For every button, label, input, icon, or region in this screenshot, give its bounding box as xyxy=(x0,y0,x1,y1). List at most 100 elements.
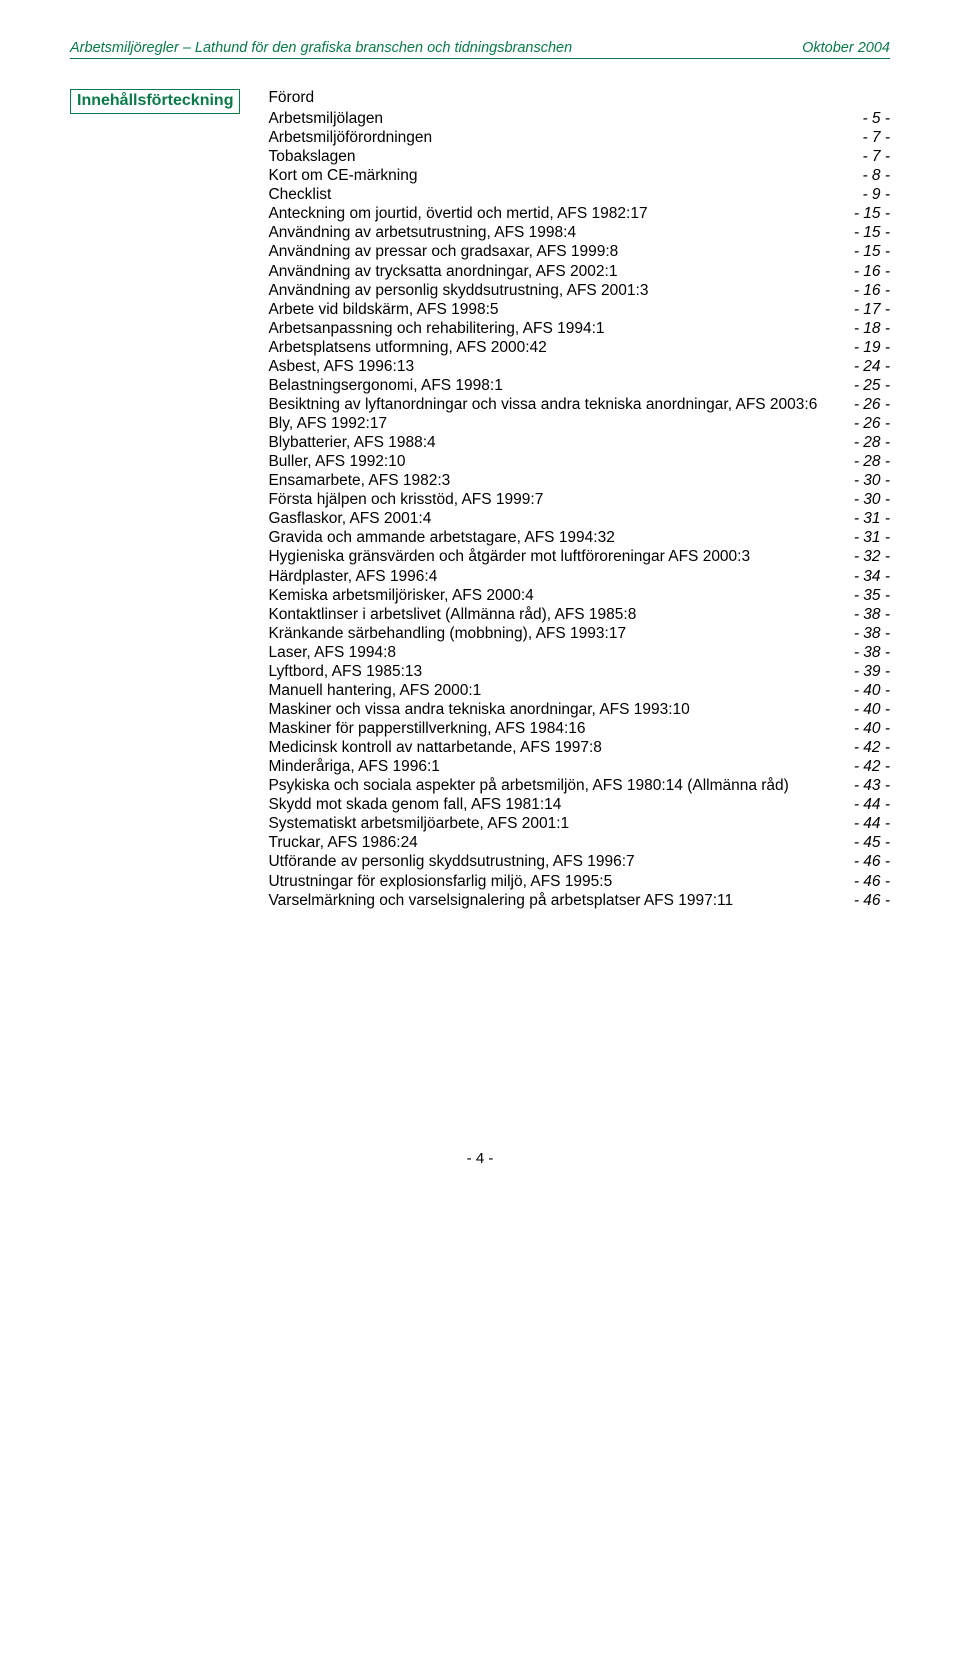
toc-entry-page: - 46 - xyxy=(854,872,890,891)
page: Arbetsmiljöregler – Lathund för den graf… xyxy=(0,0,960,1207)
table-of-contents: Förord Arbetsmiljölagen- 5 -Arbetsmiljöf… xyxy=(268,89,890,910)
toc-title: Förord xyxy=(268,89,890,107)
toc-entry-page: - 8 - xyxy=(862,166,890,185)
toc-entry-label: Truckar, AFS 1986:24 xyxy=(268,833,853,852)
toc-row: Minderåriga, AFS 1996:1- 42 - xyxy=(268,757,890,776)
toc-row: Kränkande särbehandling (mobbning), AFS … xyxy=(268,624,890,643)
toc-entry-label: Psykiska och sociala aspekter på arbetsm… xyxy=(268,776,853,795)
toc-entry-page: - 19 - xyxy=(854,338,890,357)
toc-entry-label: Laser, AFS 1994:8 xyxy=(268,643,853,662)
toc-entry-label: Maskiner för papperstillverkning, AFS 19… xyxy=(268,719,853,738)
toc-entry-label: Användning av pressar och gradsaxar, AFS… xyxy=(268,242,853,261)
toc-entry-label: Arbetsmiljölagen xyxy=(268,109,862,128)
toc-entry-page: - 40 - xyxy=(854,719,890,738)
toc-entry-label: Första hjälpen och krisstöd, AFS 1999:7 xyxy=(268,490,853,509)
toc-entry-page: - 35 - xyxy=(854,586,890,605)
toc-row: Användning av pressar och gradsaxar, AFS… xyxy=(268,242,890,261)
toc-entry-label: Härdplaster, AFS 1996:4 xyxy=(268,567,853,586)
toc-entry-page: - 44 - xyxy=(854,814,890,833)
running-header: Arbetsmiljöregler – Lathund för den graf… xyxy=(70,40,890,59)
toc-row: Kontaktlinser i arbetslivet (Allmänna rå… xyxy=(268,605,890,624)
toc-entry-page: - 40 - xyxy=(854,700,890,719)
toc-entry-label: Bly, AFS 1992:17 xyxy=(268,414,853,433)
toc-row: Arbetsplatsens utformning, AFS 2000:42- … xyxy=(268,338,890,357)
toc-entry-page: - 34 - xyxy=(854,567,890,586)
toc-entry-page: - 24 - xyxy=(854,357,890,376)
toc-entry-label: Användning av arbetsutrustning, AFS 1998… xyxy=(268,223,853,242)
toc-entry-label: Hygieniska gränsvärden och åtgärder mot … xyxy=(268,547,853,566)
toc-row: Kemiska arbetsmiljörisker, AFS 2000:4- 3… xyxy=(268,586,890,605)
toc-entry-label: Maskiner och vissa andra tekniska anordn… xyxy=(268,700,853,719)
toc-entry-label: Arbetsmiljöförordningen xyxy=(268,128,862,147)
toc-row: Arbete vid bildskärm, AFS 1998:5- 17 - xyxy=(268,300,890,319)
toc-entry-page: - 31 - xyxy=(854,509,890,528)
toc-entry-page: - 28 - xyxy=(854,433,890,452)
toc-row: Truckar, AFS 1986:24- 45 - xyxy=(268,833,890,852)
toc-entry-label: Kort om CE-märkning xyxy=(268,166,862,185)
toc-entry-page: - 46 - xyxy=(854,891,890,910)
toc-entry-label: Belastningsergonomi, AFS 1998:1 xyxy=(268,376,853,395)
toc-row: Arbetsmiljölagen- 5 - xyxy=(268,109,890,128)
toc-entry-page: - 18 - xyxy=(854,319,890,338)
toc-row: Gasflaskor, AFS 2001:4- 31 - xyxy=(268,509,890,528)
toc-entry-page: - 26 - xyxy=(854,395,890,414)
toc-entry-label: Kränkande särbehandling (mobbning), AFS … xyxy=(268,624,853,643)
toc-entry-page: - 15 - xyxy=(854,204,890,223)
toc-row: Maskiner för papperstillverkning, AFS 19… xyxy=(268,719,890,738)
toc-entry-page: - 15 - xyxy=(854,223,890,242)
toc-entry-label: Utrustningar för explosionsfarlig miljö,… xyxy=(268,872,853,891)
toc-entry-page: - 46 - xyxy=(854,852,890,871)
toc-row: Belastningsergonomi, AFS 1998:1- 25 - xyxy=(268,376,890,395)
toc-entry-label: Manuell hantering, AFS 2000:1 xyxy=(268,681,853,700)
toc-entry-label: Utförande av personlig skyddsutrustning,… xyxy=(268,852,853,871)
header-left: Arbetsmiljöregler – Lathund för den graf… xyxy=(70,40,572,56)
toc-row: Checklist- 9 - xyxy=(268,185,890,204)
toc-row: Laser, AFS 1994:8- 38 - xyxy=(268,643,890,662)
toc-entry-page: - 42 - xyxy=(854,738,890,757)
toc-row: Arbetsmiljöförordningen- 7 - xyxy=(268,128,890,147)
toc-row: Användning av arbetsutrustning, AFS 1998… xyxy=(268,223,890,242)
toc-entry-page: - 26 - xyxy=(854,414,890,433)
toc-row: Maskiner och vissa andra tekniska anordn… xyxy=(268,700,890,719)
toc-row: Användning av trycksatta anordningar, AF… xyxy=(268,262,890,281)
toc-entry-label: Kontaktlinser i arbetslivet (Allmänna rå… xyxy=(268,605,853,624)
toc-row: Asbest, AFS 1996:13- 24 - xyxy=(268,357,890,376)
toc-entry-label: Varselmärkning och varselsignalering på … xyxy=(268,891,853,910)
toc-entry-page: - 5 - xyxy=(862,109,890,128)
toc-row: Varselmärkning och varselsignalering på … xyxy=(268,891,890,910)
toc-entry-label: Minderåriga, AFS 1996:1 xyxy=(268,757,853,776)
toc-entry-label: Anteckning om jourtid, övertid och merti… xyxy=(268,204,853,223)
toc-entry-label: Arbetsanpassning och rehabilitering, AFS… xyxy=(268,319,853,338)
toc-row: Medicinsk kontroll av nattarbetande, AFS… xyxy=(268,738,890,757)
toc-entry-label: Arbete vid bildskärm, AFS 1998:5 xyxy=(268,300,853,319)
toc-row: Gravida och ammande arbetstagare, AFS 19… xyxy=(268,528,890,547)
toc-row: Tobakslagen- 7 - xyxy=(268,147,890,166)
toc-row: Ensamarbete, AFS 1982:3- 30 - xyxy=(268,471,890,490)
toc-row: Användning av personlig skyddsutrustning… xyxy=(268,281,890,300)
toc-row: Anteckning om jourtid, övertid och merti… xyxy=(268,204,890,223)
toc-row: Härdplaster, AFS 1996:4- 34 - xyxy=(268,567,890,586)
toc-row: Bly, AFS 1992:17- 26 - xyxy=(268,414,890,433)
toc-entry-page: - 32 - xyxy=(854,547,890,566)
toc-entry-page: - 30 - xyxy=(854,490,890,509)
toc-entry-label: Medicinsk kontroll av nattarbetande, AFS… xyxy=(268,738,853,757)
toc-entry-label: Buller, AFS 1992:10 xyxy=(268,452,853,471)
toc-row: Systematiskt arbetsmiljöarbete, AFS 2001… xyxy=(268,814,890,833)
toc-row: Manuell hantering, AFS 2000:1- 40 - xyxy=(268,681,890,700)
toc-entry-page: - 28 - xyxy=(854,452,890,471)
toc-entry-label: Tobakslagen xyxy=(268,147,862,166)
content-wrap: Innehållsförteckning Förord Arbetsmiljöl… xyxy=(70,89,890,910)
toc-entry-page: - 30 - xyxy=(854,471,890,490)
toc-entry-page: - 25 - xyxy=(854,376,890,395)
toc-row: Skydd mot skada genom fall, AFS 1981:14-… xyxy=(268,795,890,814)
toc-entry-label: Lyftbord, AFS 1985:13 xyxy=(268,662,853,681)
toc-entry-page: - 17 - xyxy=(854,300,890,319)
toc-entry-page: - 16 - xyxy=(854,262,890,281)
toc-entry-label: Besiktning av lyftanordningar och vissa … xyxy=(268,395,853,414)
toc-entry-label: Asbest, AFS 1996:13 xyxy=(268,357,853,376)
toc-entry-label: Kemiska arbetsmiljörisker, AFS 2000:4 xyxy=(268,586,853,605)
toc-entry-label: Gravida och ammande arbetstagare, AFS 19… xyxy=(268,528,853,547)
toc-entry-page: - 38 - xyxy=(854,624,890,643)
toc-entry-page: - 40 - xyxy=(854,681,890,700)
toc-entry-label: Ensamarbete, AFS 1982:3 xyxy=(268,471,853,490)
